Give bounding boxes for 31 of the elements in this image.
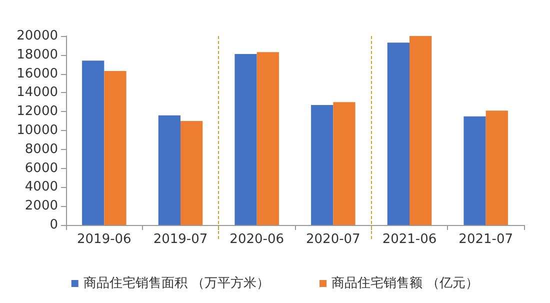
y-tick-label: 14000 (16, 85, 58, 100)
bar (82, 60, 104, 225)
x-tick-label: 2020-06 (230, 232, 284, 247)
bar (464, 116, 486, 225)
x-tick-label: 2019-07 (153, 232, 208, 247)
y-tick-label: 10000 (16, 123, 58, 138)
y-tick-label: 16000 (16, 66, 58, 82)
y-tick-label: 18000 (16, 47, 58, 62)
bar (180, 121, 203, 225)
x-tick-label: 2021-07 (458, 232, 513, 247)
y-tick-label: 12000 (16, 104, 58, 120)
bar (256, 52, 279, 225)
bar (333, 102, 356, 225)
y-tick-label: 20000 (16, 28, 58, 44)
bar (486, 110, 508, 225)
bar (387, 42, 410, 225)
x-tick-label: 2021-06 (382, 232, 437, 247)
y-tick-label: 2000 (24, 198, 58, 214)
bar (158, 115, 180, 225)
bar (104, 70, 126, 225)
y-tick-label: 8000 (24, 142, 58, 157)
bar (234, 54, 257, 225)
x-tick-label: 2020-07 (306, 232, 360, 247)
x-tick-label: 2019-06 (77, 232, 132, 247)
legend-label: 商品住宅销售额 （亿元） (332, 275, 479, 291)
y-tick-label: 0 (50, 218, 58, 232)
y-tick-label: 6000 (24, 160, 58, 176)
y-tick-label: 4000 (24, 180, 58, 195)
bar (311, 104, 334, 225)
legend-label: 商品住宅销售面积 （万平方米） (83, 275, 270, 291)
bar (410, 36, 432, 225)
